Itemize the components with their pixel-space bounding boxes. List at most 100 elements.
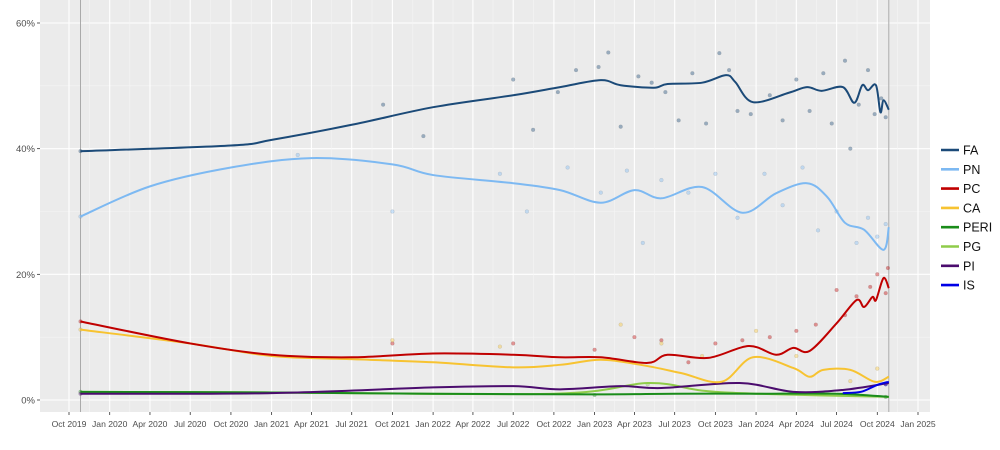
x-tick-label: Apr 2024 (779, 419, 814, 429)
poll-point-fa (676, 118, 681, 123)
legend-label: PERI (963, 221, 992, 235)
x-tick-label: Oct 2021 (375, 419, 410, 429)
poll-point-pn (497, 171, 503, 176)
poll-point-fa (649, 80, 654, 85)
poll-point-pn (762, 171, 767, 176)
poll-point-pn (713, 171, 718, 176)
x-tick-label: Jan 2025 (900, 419, 936, 429)
x-tick-label: Jul 2020 (174, 419, 207, 429)
x-tick-label: Oct 2020 (213, 419, 248, 429)
poll-point-fa (596, 64, 601, 70)
poll-point-fa (767, 93, 772, 98)
x-tick-label: Oct 2023 (698, 419, 733, 429)
x-tick-label: Jan 2020 (92, 419, 128, 429)
legend-label: FA (963, 144, 979, 158)
poll-point-pn (865, 215, 871, 220)
x-tick-label: Jul 2021 (335, 419, 368, 429)
poll-point-pc (834, 287, 839, 293)
x-axis: Oct 2019 Jan 2020 Apr 2020 Jul 2020 Oct 2020… (52, 412, 936, 429)
poll-point-pc (390, 341, 395, 346)
trend-line-ca (80, 328, 890, 384)
poll-point-fa (663, 89, 668, 95)
trend-line-pc (80, 276, 890, 364)
poll-point-fa (636, 74, 641, 79)
poll-point-pn (659, 177, 664, 183)
y-tick-label: 20% (16, 270, 36, 281)
legend-label: PG (963, 240, 981, 254)
poll-point-fa (842, 58, 848, 63)
poll-point-ca (659, 341, 664, 346)
poll-point-pn (640, 240, 645, 246)
poll-point-pn (875, 234, 880, 239)
poll-point-fa (829, 121, 834, 126)
poll-point-pn (524, 209, 530, 214)
poll-point-pc (883, 291, 888, 296)
poll-point-pn (624, 168, 630, 173)
poll-point-fa (883, 115, 888, 120)
x-tick-label: Jan 2023 (577, 419, 613, 429)
legend: FA PN PC CA PERI PG PI IS (941, 144, 992, 293)
poll-point-fa (821, 71, 826, 76)
legend-label: PI (963, 259, 975, 273)
poll-point-fa (726, 67, 732, 73)
reference-lines (80, 0, 890, 412)
poll-point-pn (686, 190, 691, 195)
poll-point-fa (530, 127, 536, 132)
poll-point-fa (872, 111, 877, 117)
trend-line-pi (80, 382, 889, 395)
x-tick-label: Apr 2020 (133, 419, 168, 429)
poll-point-pn (295, 152, 300, 158)
legend-label: PN (963, 163, 980, 177)
poll-point-pc (885, 265, 891, 271)
trend-line-fa (80, 74, 890, 153)
poll-point-pc (794, 328, 799, 334)
poll-point-ca (753, 328, 759, 334)
poll-point-fa (690, 71, 695, 76)
poll-point-fa (380, 102, 386, 107)
x-tick-label: Jul 2022 (497, 419, 530, 429)
poll-point-fa (856, 102, 861, 107)
poll-point-pn (800, 165, 805, 170)
trend-line-pn (80, 157, 890, 251)
poll-point-pc (868, 284, 873, 290)
poll-point-pc (813, 322, 818, 327)
legend-label: IS (963, 279, 975, 293)
x-tick-label: Jan 2021 (254, 419, 290, 429)
grid (40, 0, 930, 412)
poll-point-pc (713, 341, 718, 346)
x-tick-label: Apr 2021 (294, 419, 329, 429)
poll-point-ca (618, 322, 623, 327)
poll-point-fa (780, 118, 785, 123)
poll-point-pc (740, 338, 745, 343)
poll-point-pc (592, 347, 597, 352)
x-tick-label: Jul 2023 (658, 419, 691, 429)
poll-point-pn (598, 190, 603, 195)
poll-point-fa (555, 89, 561, 95)
y-tick-label: 0% (21, 396, 35, 407)
legend-label: PC (963, 182, 980, 196)
x-tick-label: Jan 2024 (738, 419, 774, 429)
x-tick-label: Jan 2022 (415, 419, 451, 429)
y-axis: 0% 20% 40% 60% (16, 19, 40, 407)
poll-point-pn (815, 228, 821, 233)
poll-point-fa (879, 96, 884, 101)
poll-point-pc (659, 338, 664, 343)
poll-point-fa (573, 67, 579, 73)
poll-point-fa (511, 77, 516, 82)
poll-point-pn (883, 221, 888, 227)
x-tick-label: Oct 2024 (860, 419, 895, 429)
poll-point-pn (854, 240, 859, 246)
trend-lines (80, 74, 890, 398)
poll-point-fa (735, 108, 740, 114)
x-tick-label: Oct 2022 (536, 419, 571, 429)
poll-point-pn (390, 209, 395, 214)
poll-point-fa (794, 77, 799, 82)
poll-point-pn (780, 203, 785, 208)
y-tick-label: 40% (16, 144, 36, 155)
x-tick-label: Jul 2024 (820, 419, 853, 429)
x-tick-label: Apr 2023 (617, 419, 652, 429)
y-tick-label: 60% (16, 19, 36, 30)
poll-point-fa (748, 111, 753, 117)
poll-point-fa (717, 51, 722, 56)
